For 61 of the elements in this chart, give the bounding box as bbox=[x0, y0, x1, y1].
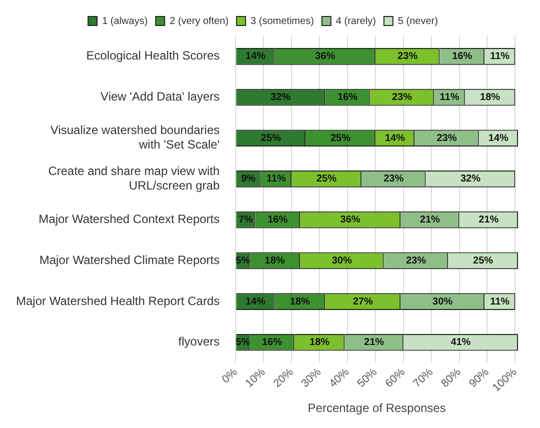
data-label: 30% bbox=[332, 255, 352, 266]
x-tick-label: 50% bbox=[355, 366, 380, 390]
x-tick-label: 40% bbox=[327, 366, 352, 390]
data-label: 25% bbox=[260, 132, 281, 144]
data-label: 11% bbox=[440, 92, 460, 104]
data-label: 11% bbox=[490, 51, 510, 62]
data-label: 25% bbox=[316, 174, 337, 185]
legend-label: 3 (sometimes) bbox=[250, 16, 314, 27]
legend-label: 4 (rarely) bbox=[336, 16, 376, 27]
data-label: 16% bbox=[268, 214, 288, 226]
data-label: 18% bbox=[310, 337, 330, 348]
data-label: 11% bbox=[490, 296, 510, 308]
x-tick-label: 10% bbox=[243, 366, 268, 390]
data-label: 21% bbox=[478, 214, 499, 226]
y-tick-label: Visualize watershed boundaries with 'Set Scale' bbox=[50, 123, 220, 152]
data-label: 18% bbox=[264, 255, 285, 266]
data-label: 23% bbox=[392, 92, 412, 104]
data-label: 23% bbox=[398, 51, 418, 62]
data-label: 16% bbox=[262, 337, 282, 348]
data-label: 32% bbox=[270, 92, 291, 104]
data-label: 14% bbox=[245, 51, 266, 62]
data-label: 30% bbox=[432, 296, 453, 308]
y-tick-label: Major Watershed Context Reports bbox=[38, 212, 220, 226]
x-tick-label: 30% bbox=[299, 366, 324, 390]
data-label: 16% bbox=[337, 92, 358, 104]
data-label: 18% bbox=[290, 296, 310, 308]
data-label: 16% bbox=[452, 51, 472, 62]
data-label: 27% bbox=[352, 296, 373, 308]
data-label: 23% bbox=[384, 174, 404, 185]
legend-label: 2 (very often) bbox=[170, 16, 229, 27]
y-tick-label: Create and share map view with URL/screen grab bbox=[48, 164, 220, 192]
data-label: 14% bbox=[245, 296, 266, 308]
legend-label: 5 (never) bbox=[398, 16, 438, 27]
data-label: 41% bbox=[450, 337, 471, 348]
x-tick-label: 70% bbox=[411, 366, 436, 390]
x-tick-label: 60% bbox=[383, 366, 408, 390]
x-axis-title: Percentage of Responses bbox=[308, 401, 446, 416]
data-label: 7% bbox=[238, 214, 254, 226]
data-label: 18% bbox=[480, 92, 500, 104]
data-label: 25% bbox=[473, 255, 494, 266]
y-tick-label: flyovers bbox=[178, 334, 220, 349]
data-label: 23% bbox=[406, 255, 426, 266]
y-tick-label: Major Watershed Health Report Cards bbox=[16, 294, 220, 308]
data-label: 23% bbox=[436, 132, 457, 144]
data-label: 9% bbox=[241, 174, 256, 185]
data-label: 21% bbox=[364, 337, 384, 348]
data-label: 11% bbox=[266, 174, 286, 185]
y-tick-label: Major Watershed Climate Reports bbox=[39, 252, 220, 267]
x-tick-label: 90% bbox=[467, 366, 492, 390]
legend-label: 1 (always) bbox=[102, 16, 148, 27]
data-label: 36% bbox=[315, 51, 336, 62]
x-tick-label: 80% bbox=[439, 366, 464, 390]
data-label: 14% bbox=[384, 132, 406, 144]
x-tick-label: 0% bbox=[220, 366, 240, 386]
data-label: 14% bbox=[488, 132, 509, 144]
y-tick-label: Ecological Health Scores bbox=[86, 48, 220, 63]
data-label: 36% bbox=[340, 214, 360, 226]
data-label: 32% bbox=[460, 174, 481, 185]
y-tick-label: View 'Add Data' layers bbox=[100, 90, 220, 104]
data-label: 21% bbox=[420, 214, 440, 226]
data-label: 25% bbox=[330, 132, 351, 144]
